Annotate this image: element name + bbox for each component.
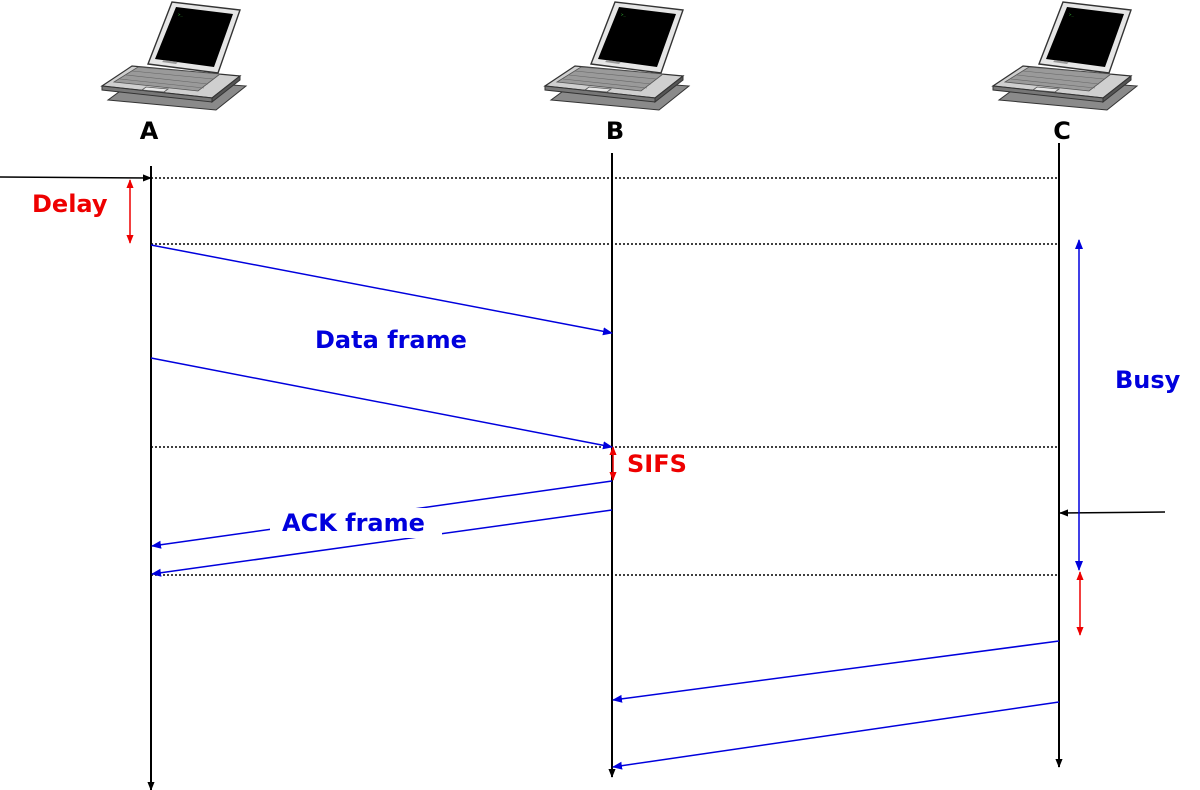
incoming-arrow-a	[0, 174, 152, 182]
c-frame-start-arrow	[612, 640, 1060, 703]
laptop-icon	[992, 1, 1138, 111]
data-frame-label: Data frame	[315, 326, 467, 354]
incoming-arrow-c	[1059, 509, 1166, 517]
delay-label: Delay	[32, 190, 108, 218]
node-label-a: A	[140, 117, 159, 145]
c-frame-end-arrow	[612, 701, 1060, 770]
ack-frame-end-arrow	[151, 509, 613, 577]
node-label-c: C	[1053, 117, 1071, 145]
laptop-icon	[544, 1, 690, 111]
sifs-label: SIFS	[627, 450, 687, 478]
busy-label: Busy	[1115, 366, 1181, 394]
ack-frame-label-bg	[270, 508, 442, 538]
laptop-icon	[101, 1, 247, 111]
data-frame-start-arrow	[150, 244, 613, 336]
ack-frame-label: ACK frame	[282, 509, 425, 537]
data-frame-end-arrow	[150, 357, 613, 450]
node-label-b: B	[606, 117, 624, 145]
